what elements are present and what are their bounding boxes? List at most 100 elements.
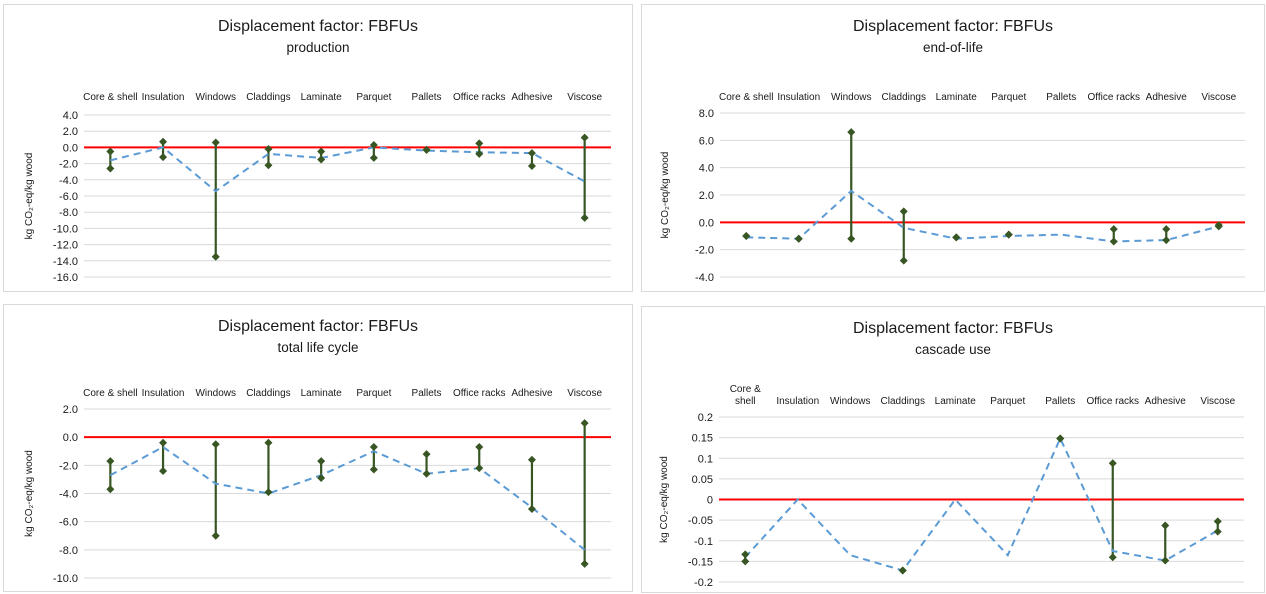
category-label: Pallets	[1045, 396, 1075, 407]
range-marker	[264, 488, 273, 497]
chart-title-block: Displacement factor: FBFUs production	[4, 18, 632, 55]
y-tick-label: 0.0	[699, 217, 714, 229]
category-label: Laminate	[936, 92, 978, 103]
range-marker	[1213, 527, 1222, 536]
range-marker	[580, 559, 589, 568]
y-tick-label: 0.0	[63, 432, 78, 444]
chart-title: Displacement factor: FBFUs	[217, 18, 419, 35]
category-label: shell	[735, 396, 756, 407]
y-tick-label: -14.0	[53, 256, 78, 268]
mean-line	[110, 146, 586, 193]
y-tick-label: -8.0	[59, 545, 78, 557]
category-label: Claddings	[882, 92, 926, 103]
range-marker	[1162, 236, 1171, 245]
y-tick-label: -0.1	[694, 536, 713, 548]
chart-panel-cascade-use: Displacement factor: FBFUs cascade use 0…	[641, 306, 1265, 593]
category-label: Adhesive	[511, 388, 553, 399]
range-marker	[159, 438, 168, 447]
category-label: Office racks	[1087, 92, 1140, 103]
chart-plot: 8.0 6.0 4.0 2.0 0.0 -2.0 -4.0 kg CO₂-eq/kg wood…	[660, 92, 1245, 284]
category-label: Parquet	[356, 388, 391, 399]
range-marker	[264, 438, 273, 447]
y-tick-label: -4.0	[59, 175, 78, 187]
range-marker	[1161, 521, 1170, 530]
category-label: Adhesive	[511, 92, 553, 103]
category-label: Laminate	[301, 388, 343, 399]
range-marker	[1109, 225, 1118, 234]
range-marker	[527, 162, 536, 171]
range-marker	[580, 133, 589, 142]
y-axis-label: kg CO₂-eq/kg wood	[659, 456, 670, 543]
category-label: Core & shell	[83, 388, 137, 399]
chart-title-block: Displacement factor: FBFUs total life cy…	[4, 318, 632, 355]
category-label: Core &	[730, 384, 761, 395]
category-label: Insulation	[777, 92, 820, 103]
range-marker	[264, 145, 273, 154]
range-marker	[580, 213, 589, 222]
range-marker	[317, 155, 326, 164]
y-tick-label: -4.0	[59, 489, 78, 501]
range-marker	[475, 149, 484, 158]
category-label: Parquet	[990, 396, 1025, 407]
y-tick-label: 0.1	[698, 453, 713, 465]
range-marker	[527, 455, 536, 464]
range-marker	[899, 256, 908, 265]
range-marker	[1162, 225, 1171, 234]
range-marker	[847, 128, 856, 137]
range-marker	[847, 234, 856, 243]
chart-subtitle: cascade use	[915, 342, 991, 357]
range-marker	[741, 550, 750, 559]
y-tick-label: 6.0	[699, 135, 714, 147]
y-tick-label: -6.0	[59, 191, 78, 203]
chart-title: Displacement factor: FBFUs	[217, 318, 419, 335]
category-label: Core & shell	[719, 92, 773, 103]
range-marker	[369, 443, 378, 452]
chart-plot: 2.0 0.0 -2.0 -4.0 -6.0 -8.0 -10.0 kg CO₂-eq/kg …	[24, 388, 611, 585]
y-tick-label: -0.05	[688, 515, 713, 527]
range-marker	[369, 465, 378, 474]
y-axis-label: kg CO₂-eq/kg wood	[24, 153, 35, 240]
category-label: Office racks	[453, 388, 506, 399]
y-tick-label: -0.15	[688, 556, 713, 568]
chart-subtitle: end-of-life	[922, 40, 984, 55]
range-marker	[211, 531, 220, 540]
y-tick-label: -12.0	[53, 240, 78, 252]
mean-line	[109, 445, 586, 551]
y-tick-label: 4.0	[63, 110, 78, 122]
y-tick-label: -10.0	[53, 223, 78, 235]
range-marker	[106, 164, 115, 173]
range-marker	[159, 466, 168, 475]
y-tick-label: -2.0	[59, 460, 78, 472]
chart-title: Displacement factor: FBFUs	[852, 320, 1054, 337]
range-marker	[159, 137, 168, 146]
category-label: Viscose	[1201, 92, 1236, 103]
y-tick-label: -6.0	[59, 517, 78, 529]
y-axis-label: kg CO₂-eq/kg wood	[24, 450, 35, 537]
category-label: Claddings	[881, 396, 925, 407]
range-marker	[106, 485, 115, 494]
y-tick-label: 2.0	[699, 190, 714, 202]
range-marker	[369, 140, 378, 149]
y-tick-label: -0.2	[694, 577, 713, 589]
range-marker	[317, 147, 326, 156]
range-marker	[1161, 556, 1170, 565]
range-marker	[1109, 237, 1118, 246]
y-tick-label: 4.0	[699, 163, 714, 175]
range-marker	[317, 457, 326, 466]
category-label: Parquet	[356, 92, 391, 103]
category-label: Adhesive	[1146, 92, 1188, 103]
range-marker	[527, 504, 536, 513]
range-marker	[106, 457, 115, 466]
range-marker	[475, 443, 484, 452]
range-marker	[899, 207, 908, 216]
mean-line	[744, 436, 1219, 572]
category-label: Core & shell	[83, 92, 137, 103]
range-marker	[580, 419, 589, 428]
range-marker	[527, 149, 536, 158]
range-marker	[422, 469, 431, 478]
y-tick-label: 2.0	[63, 126, 78, 138]
range-marker	[211, 138, 220, 147]
range-marker	[1214, 222, 1223, 231]
category-label: Laminate	[301, 92, 343, 103]
range-marker	[898, 566, 907, 575]
